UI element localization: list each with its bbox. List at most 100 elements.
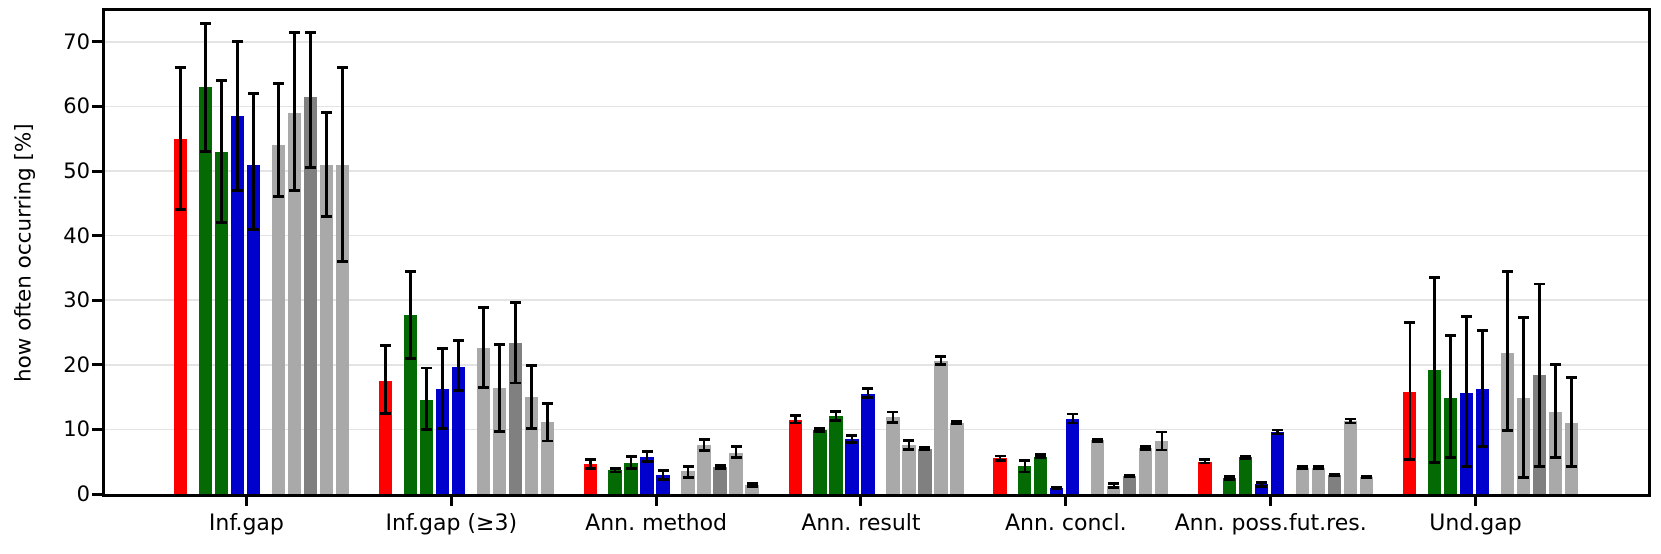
error-cap-bottom bbox=[231, 188, 243, 192]
error-cap-bottom bbox=[509, 381, 521, 385]
error-bar-green-a bbox=[818, 428, 822, 432]
error-bar-red bbox=[384, 345, 387, 414]
error-cap-bottom bbox=[175, 208, 187, 212]
error-cap-bottom bbox=[288, 188, 300, 192]
gridline-y10 bbox=[105, 428, 1648, 431]
x-tick-label: Inf.gap bbox=[208, 511, 284, 536]
error-cap-bottom bbox=[199, 150, 211, 154]
bar-gray-2 bbox=[1311, 467, 1326, 494]
error-cap-top bbox=[1019, 459, 1031, 462]
error-cap-bottom bbox=[1019, 470, 1031, 474]
error-cap-top bbox=[436, 347, 448, 351]
error-cap-top bbox=[336, 66, 348, 70]
error-bar-blue-a bbox=[1465, 316, 1468, 467]
bar-gray-3-dark bbox=[508, 342, 522, 494]
error-bar-green-b bbox=[629, 456, 633, 469]
plot-area bbox=[102, 8, 1651, 497]
error-cap-top bbox=[919, 446, 931, 449]
error-bar-blue-a bbox=[850, 435, 854, 443]
error-cap-bottom bbox=[1124, 475, 1136, 478]
gridline-y50 bbox=[105, 170, 1648, 172]
error-cap-top bbox=[887, 410, 899, 414]
error-cap-top bbox=[477, 305, 489, 309]
error-cap-bottom bbox=[452, 389, 464, 393]
error-cap-bottom bbox=[493, 429, 505, 433]
y-tick-label: 40 bbox=[63, 223, 90, 248]
error-cap-top bbox=[1313, 464, 1325, 468]
error-cap-bottom bbox=[1461, 465, 1472, 469]
error-cap-bottom bbox=[541, 439, 553, 443]
bar-green-a bbox=[403, 315, 417, 494]
error-cap-bottom bbox=[304, 166, 316, 170]
error-cap-top bbox=[1566, 376, 1577, 380]
error-cap-top bbox=[541, 402, 553, 405]
bar-gray-3-dark bbox=[918, 448, 932, 494]
error-cap-top bbox=[682, 464, 694, 468]
error-cap-top bbox=[746, 482, 758, 486]
error-cap-bottom bbox=[657, 477, 669, 481]
error-bar-blue-b bbox=[1071, 413, 1075, 423]
bar-gray-1 bbox=[1295, 467, 1310, 494]
error-bar-green-b bbox=[1039, 454, 1043, 458]
bar-gray-1 bbox=[886, 417, 900, 494]
bar-green-a bbox=[198, 87, 213, 494]
error-bar-gray-3-dark bbox=[1538, 284, 1541, 467]
error-bar-red bbox=[793, 415, 797, 423]
y-tick-mark bbox=[92, 427, 102, 431]
error-cap-bottom bbox=[919, 448, 931, 452]
bar-gray-4 bbox=[934, 360, 948, 494]
bar-green-b bbox=[1034, 456, 1048, 494]
error-cap-bottom bbox=[1140, 448, 1152, 451]
bar-gray-3-dark bbox=[1327, 475, 1342, 494]
error-bar-green-a bbox=[613, 468, 617, 473]
gridline-y30 bbox=[105, 299, 1648, 301]
bar-gray-5 bbox=[1359, 476, 1374, 494]
error-cap-top bbox=[584, 458, 596, 462]
error-bar-blue-b bbox=[661, 470, 665, 480]
error-cap-bottom bbox=[1477, 445, 1488, 449]
x-tick-mark bbox=[1474, 497, 1477, 506]
error-cap-top bbox=[404, 269, 416, 273]
error-cap-top bbox=[1404, 321, 1416, 325]
bar-gray-2 bbox=[492, 388, 506, 494]
error-cap-bottom bbox=[789, 421, 801, 425]
x-tick-mark bbox=[449, 497, 453, 506]
y-tick-mark bbox=[92, 169, 102, 173]
error-cap-top bbox=[994, 454, 1006, 458]
error-bar-blue-a bbox=[440, 348, 444, 429]
error-cap-top bbox=[420, 366, 432, 370]
bar-gray-3-dark bbox=[1123, 475, 1137, 494]
error-cap-top bbox=[862, 387, 874, 391]
error-cap-top bbox=[1035, 453, 1047, 456]
error-cap-bottom bbox=[814, 429, 826, 433]
error-bar-green-b bbox=[220, 80, 223, 223]
error-cap-bottom bbox=[1566, 464, 1577, 468]
bar-gray-3-dark bbox=[303, 96, 318, 494]
bar-green-a bbox=[813, 430, 827, 494]
error-bar-gray-5 bbox=[1570, 377, 1573, 467]
bar-gray-2 bbox=[287, 112, 302, 494]
error-cap-top bbox=[175, 66, 187, 70]
error-cap-top bbox=[288, 30, 300, 34]
error-cap-top bbox=[380, 344, 392, 347]
bar-blue-b bbox=[861, 393, 875, 494]
error-cap-bottom bbox=[272, 195, 284, 199]
error-bar-gray-4 bbox=[734, 446, 738, 458]
error-cap-bottom bbox=[1313, 466, 1325, 470]
bar-green-b bbox=[1238, 457, 1253, 494]
error-bar-blue-a bbox=[236, 41, 239, 191]
error-bar-green-a bbox=[204, 23, 207, 152]
error-cap-top bbox=[320, 111, 332, 115]
bar-blue-a bbox=[230, 116, 245, 494]
error-cap-top bbox=[609, 466, 621, 470]
y-tick-mark bbox=[92, 492, 102, 496]
error-bar-blue-b bbox=[456, 340, 460, 391]
error-cap-bottom bbox=[404, 356, 416, 360]
bar-gray-4 bbox=[524, 397, 538, 494]
y-tick-mark bbox=[92, 363, 102, 367]
error-cap-bottom bbox=[682, 475, 694, 479]
error-cap-bottom bbox=[1067, 421, 1079, 425]
bar-gray-5 bbox=[745, 484, 759, 494]
error-cap-top bbox=[1224, 475, 1236, 478]
